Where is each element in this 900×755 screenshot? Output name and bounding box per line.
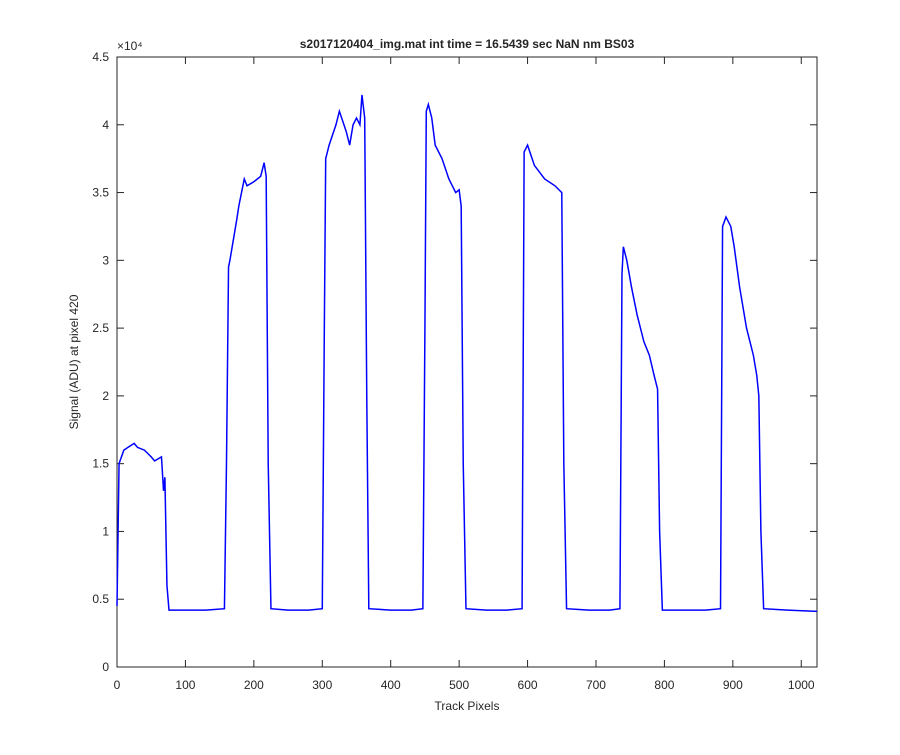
y-tick-label: 0.5 (92, 592, 109, 606)
plot-area (116, 56, 818, 668)
x-axis-label: Track Pixels (435, 699, 500, 713)
x-tick-label: 200 (244, 678, 264, 692)
x-tick-label: 100 (175, 678, 195, 692)
y-tick-label: 1 (102, 524, 109, 538)
x-tick-label: 500 (449, 678, 469, 692)
data-line (116, 94, 818, 613)
x-tick-label: 300 (312, 678, 332, 692)
y-multiplier: ×10⁴ (117, 39, 143, 53)
y-tick-label: 3.5 (92, 186, 109, 200)
y-tick-label: 4.5 (92, 50, 109, 64)
x-tick-label: 900 (723, 678, 743, 692)
y-tick-label: 2.5 (92, 321, 109, 335)
x-tick-label: 700 (586, 678, 606, 692)
y-tick-label: 2 (102, 389, 109, 403)
y-tick-label: 1.5 (92, 457, 109, 471)
y-tick-label: 4 (102, 118, 109, 132)
y-tick-label: 3 (102, 253, 109, 267)
y-axis-label: Signal (ADU) at pixel 420 (67, 294, 81, 429)
x-tick-label: 600 (518, 678, 538, 692)
chart-title: s2017120404_img.mat int time = 16.5439 s… (300, 37, 635, 51)
x-tick-label: 400 (381, 678, 401, 692)
x-tick-label: 0 (114, 678, 121, 692)
x-tick-label: 800 (654, 678, 674, 692)
y-tick-label: 0 (102, 660, 109, 674)
x-tick-label: 1000 (788, 678, 815, 692)
